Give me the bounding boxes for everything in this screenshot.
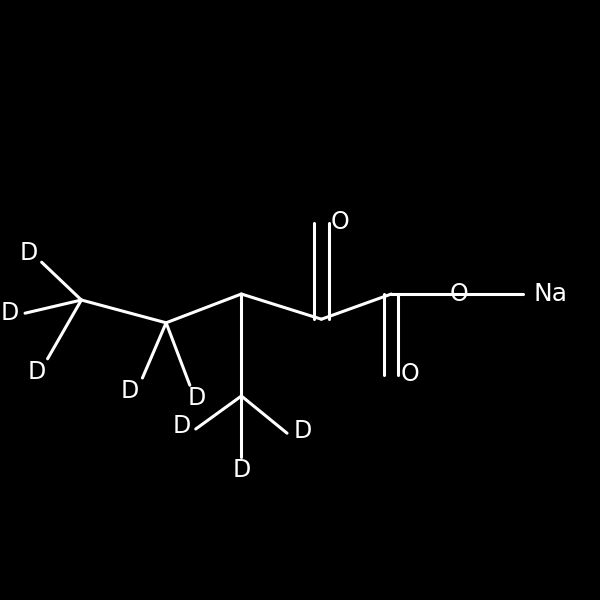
Text: Na: Na xyxy=(533,282,568,306)
Text: D: D xyxy=(1,301,19,325)
Text: D: D xyxy=(28,360,46,384)
Text: O: O xyxy=(449,282,469,306)
Text: D: D xyxy=(233,458,251,482)
Text: O: O xyxy=(401,362,419,386)
Text: D: D xyxy=(172,414,191,438)
Text: D: D xyxy=(188,386,206,410)
Text: D: D xyxy=(19,241,38,265)
Text: O: O xyxy=(331,210,350,234)
Text: D: D xyxy=(120,379,139,403)
Text: D: D xyxy=(293,419,311,443)
